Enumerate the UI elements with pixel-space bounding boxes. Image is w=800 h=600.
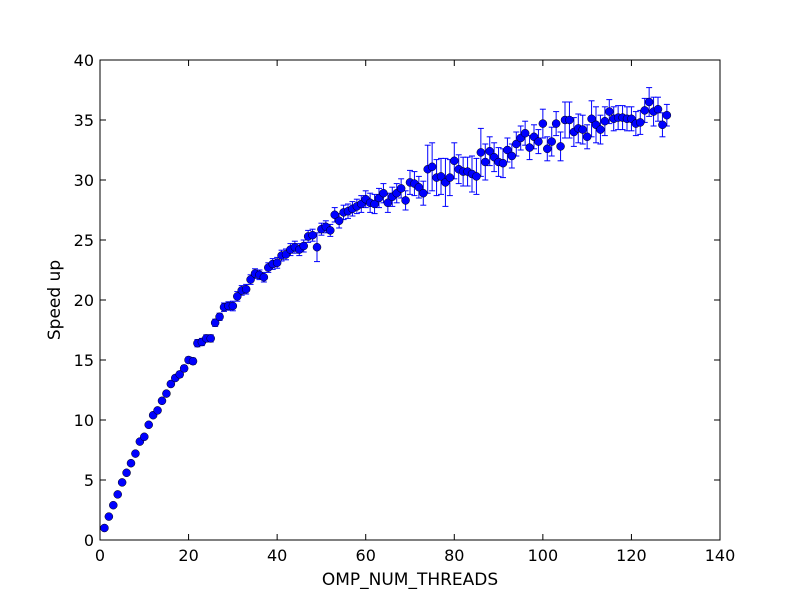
data-point: [175, 370, 184, 379]
data-point: [640, 106, 649, 115]
x-axis-label: OMP_NUM_THREADS: [322, 570, 498, 590]
data-point: [162, 389, 171, 398]
data-point: [498, 158, 508, 168]
data-point: [312, 242, 322, 252]
marker-layer: [100, 97, 672, 533]
data-point: [326, 226, 335, 235]
y-tick-label: 20: [74, 291, 94, 310]
data-point: [543, 144, 552, 154]
data-point: [259, 272, 269, 282]
data-point: [450, 156, 459, 166]
data-point: [472, 172, 481, 181]
data-point: [401, 196, 410, 205]
data-point: [330, 210, 339, 220]
y-tick-label: 30: [74, 171, 94, 190]
data-point: [582, 132, 592, 142]
data-point: [144, 420, 153, 430]
data-point: [109, 500, 118, 510]
data-point: [653, 104, 663, 114]
data-point: [636, 118, 645, 127]
y-tick-label: 40: [74, 51, 94, 70]
data-point: [551, 119, 561, 128]
data-point: [427, 162, 437, 172]
data-point: [419, 188, 428, 198]
data-point: [228, 301, 238, 311]
data-point: [140, 432, 149, 442]
data-point: [179, 364, 189, 373]
data-point: [157, 396, 167, 406]
data-point: [126, 458, 136, 468]
y-tick-label: 25: [74, 231, 94, 250]
x-axis-ticks: 0 20 40 60 80 100 120 140: [95, 60, 735, 565]
data-point: [507, 151, 517, 161]
data-point: [383, 198, 393, 208]
data-point: [503, 145, 512, 155]
data-point: [476, 148, 486, 157]
x-tick-label: 100: [528, 546, 559, 565]
data-point: [644, 97, 654, 107]
data-point: [662, 110, 672, 120]
y-axis-label: Speed up: [45, 260, 65, 340]
x-tick-label: 120: [616, 546, 647, 565]
data-point: [299, 241, 308, 251]
data-point: [210, 318, 220, 328]
data-point: [215, 312, 224, 322]
data-point: [122, 468, 131, 478]
data-point: [379, 188, 388, 198]
data-point: [188, 356, 198, 366]
data-point: [117, 478, 127, 487]
data-point: [166, 379, 176, 389]
data-point: [658, 120, 667, 130]
data-point: [131, 449, 140, 458]
data-point: [414, 182, 424, 192]
data-point: [596, 125, 605, 134]
data-point: [481, 157, 490, 167]
y-axis-ticks: 0 5 10 15 20 25 30 35 40: [74, 51, 720, 550]
data-point: [233, 292, 242, 301]
data-point: [246, 275, 255, 284]
data-point: [547, 137, 556, 146]
y-tick-label: 5: [84, 471, 94, 490]
data-point: [206, 334, 215, 343]
data-point: [565, 115, 574, 125]
data-point: [445, 173, 455, 182]
data-point: [113, 490, 122, 499]
x-tick-label: 140: [705, 546, 736, 565]
data-point: [485, 146, 494, 156]
data-point: [100, 523, 109, 533]
y-tick-label: 0: [84, 531, 94, 550]
data-point: [370, 199, 379, 209]
plot-area: [100, 60, 720, 540]
data-point: [153, 406, 162, 415]
data-point: [556, 142, 565, 151]
data-point: [512, 139, 521, 149]
data-point: [600, 116, 610, 126]
data-point: [272, 258, 282, 268]
data-point: [534, 137, 543, 146]
data-point: [520, 128, 530, 138]
data-point: [308, 230, 317, 240]
data-point: [578, 125, 587, 134]
y-tick-label: 15: [74, 351, 94, 370]
x-tick-label: 20: [178, 546, 198, 565]
data-point: [396, 184, 406, 193]
y-tick-label: 35: [74, 111, 94, 130]
x-tick-label: 0: [95, 546, 105, 565]
data-point: [605, 107, 614, 116]
x-tick-label: 40: [267, 546, 287, 565]
data-point: [104, 512, 114, 521]
data-point: [587, 114, 596, 124]
data-point: [241, 284, 251, 294]
data-point: [436, 172, 446, 181]
x-tick-label: 80: [444, 546, 464, 565]
data-point: [525, 143, 534, 152]
data-point: [538, 119, 548, 128]
data-point: [334, 216, 344, 226]
y-tick-label: 10: [74, 411, 94, 430]
x-tick-label: 60: [356, 546, 376, 565]
